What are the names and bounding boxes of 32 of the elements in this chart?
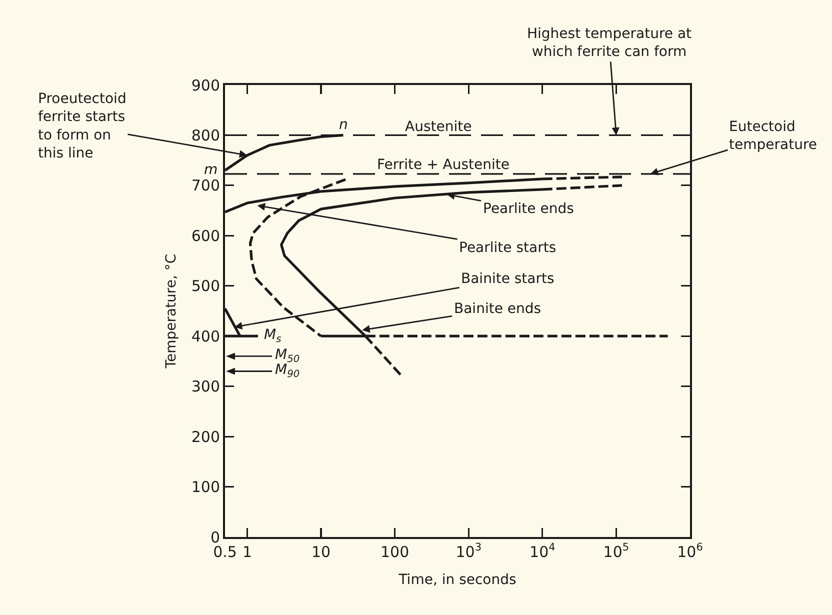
annotation: Bainite starts [461,271,554,287]
annotation: Pearlite starts [459,240,556,256]
annotation: Eutectoid temperature [729,119,817,154]
annotation: Pearlite ends [483,201,574,217]
x-tick-label: 10$^{3}$ [456,542,482,561]
annotation: M$_{50}$ [275,347,300,365]
y-axis-title: Temperature, °C [163,254,180,370]
annotation: n [339,117,348,133]
y-tick-label: 700 [191,176,220,195]
x-tick-label: 100 [380,543,410,561]
x-tick-label: 10$^{6}$ [677,542,704,561]
annotation: Austenite [405,119,472,135]
annotation: M$_{90}$ [275,362,300,380]
y-tick-label: 200 [191,428,220,446]
annotation: Bainite ends [454,301,542,317]
x-tick-label: 10$^{4}$ [530,542,556,561]
y-tick-label: 100 [191,478,220,496]
y-tick-label: 800 [191,126,220,144]
x-tick-label: 10 [311,543,331,561]
annotation: Proeutectoid ferrite starts to form on this line [38,91,126,162]
x-axis-title: Time, in seconds [398,572,516,588]
annotation: Ferrite + Austenite [377,157,510,173]
y-tick-label: 300 [191,378,220,396]
x-tick-label: 10$^{5}$ [603,542,630,561]
y-tick-label: 500 [191,277,220,296]
annotation: M$_{s}$ [264,327,282,345]
y-tick-label: 400 [191,327,220,346]
x-tick-label: 1 [242,543,252,561]
y-tick-label: 900 [191,76,220,94]
annotation: m [204,162,218,178]
y-tick-label: 600 [191,226,220,245]
annotation: Highest temperature at which ferrite can form [527,26,692,60]
